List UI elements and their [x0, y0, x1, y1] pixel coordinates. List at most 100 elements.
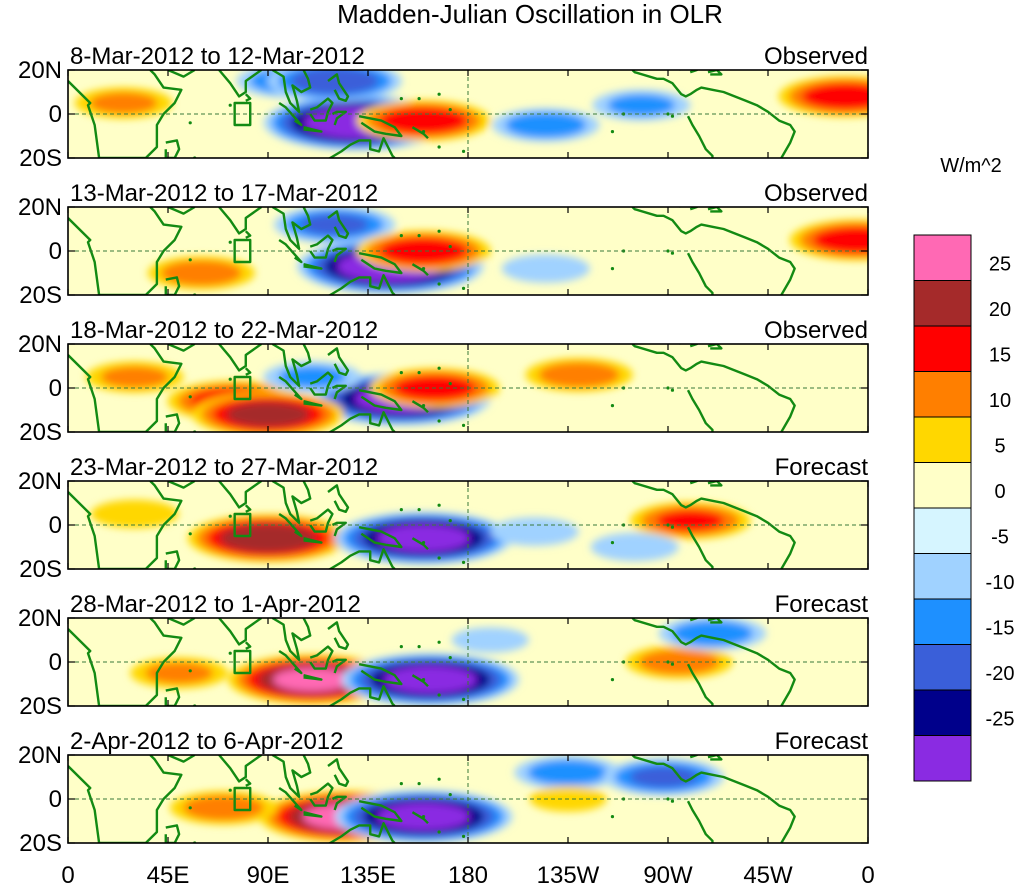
panel-ticks: [67, 617, 869, 707]
coastline: [244, 367, 252, 376]
coastline: [320, 548, 396, 569]
anomaly-region: [274, 207, 396, 244]
lat-tick-label: 20N: [18, 57, 62, 84]
contour-band: [145, 662, 213, 684]
coastline: [686, 389, 714, 432]
coastline: [218, 481, 263, 509]
coastline: [271, 207, 312, 251]
lat-tick-label: 20N: [18, 468, 62, 495]
island: [437, 693, 441, 697]
island: [188, 258, 192, 262]
island: [448, 519, 452, 523]
coastline: [278, 786, 303, 812]
contour-band: [505, 112, 587, 138]
island: [399, 234, 403, 238]
lon-tick-label: 45W: [743, 862, 793, 887]
coastline: [327, 347, 350, 376]
island: [610, 541, 615, 545]
island: [461, 560, 466, 565]
coastline: [631, 207, 796, 295]
anomaly-region: [490, 517, 579, 546]
colorbar-swatch: [913, 325, 972, 372]
lat-tick-label: 20N: [18, 605, 62, 632]
island: [188, 806, 192, 810]
coastlines: [68, 618, 796, 706]
island: [666, 660, 670, 664]
coastline: [327, 484, 350, 513]
coastline: [244, 778, 252, 787]
colorbar-swatch: [913, 507, 972, 554]
colorbar-units: W/m^2: [940, 155, 1002, 177]
lat-tick-label: 0: [49, 786, 62, 813]
island: [437, 640, 441, 644]
anomaly-region: [603, 758, 725, 796]
coastline: [331, 247, 347, 263]
coastline: [167, 207, 196, 215]
contour-band: [89, 92, 158, 114]
coastline: [68, 755, 183, 843]
anomaly-region: [187, 514, 349, 563]
island: [666, 249, 670, 253]
coastline: [411, 126, 429, 140]
coastline: [271, 481, 312, 524]
island: [666, 386, 670, 390]
coastline: [303, 674, 323, 681]
lat-tick-label: 0: [49, 649, 62, 676]
panel-kind: Observed: [764, 43, 868, 70]
contour-band: [607, 94, 676, 116]
island: [421, 541, 426, 545]
contour-band: [801, 82, 868, 110]
coastline: [68, 207, 183, 295]
coastline: [68, 481, 183, 569]
lon-tick-label: 0: [861, 862, 874, 887]
island: [417, 371, 421, 375]
island: [421, 267, 426, 271]
lon-tick-label: 0: [61, 862, 74, 887]
island: [435, 570, 438, 573]
colorbar-swatch: [913, 234, 972, 281]
coastline: [679, 70, 699, 74]
coastline: [686, 526, 714, 569]
anomaly-region: [341, 653, 520, 706]
lon-tick-label: 135E: [340, 862, 396, 887]
coastline: [271, 755, 312, 798]
coastline: [309, 371, 334, 396]
colorbar-label: -25: [986, 709, 1015, 731]
island: [461, 697, 466, 702]
island: [228, 788, 232, 792]
coastline: [686, 252, 714, 295]
contour-band: [590, 532, 679, 562]
coastline: [679, 755, 699, 759]
colorbar-label: 0: [994, 481, 1005, 503]
contour-band: [629, 766, 698, 788]
coastline: [278, 512, 303, 538]
coastline: [164, 550, 181, 569]
island: [435, 844, 438, 847]
island: [435, 159, 438, 162]
island: [437, 92, 441, 96]
island: [670, 525, 675, 529]
coastline: [167, 618, 196, 626]
panel-period: 23-Mar-2012 to 27-Mar-2012: [70, 454, 378, 481]
coastline: [278, 238, 303, 264]
island: [670, 251, 675, 255]
island: [610, 130, 615, 134]
island: [435, 296, 438, 299]
lat-tick-label: 20S: [19, 145, 62, 172]
colorbar-swatch: [913, 280, 972, 327]
colorbar-label: -10: [986, 572, 1015, 594]
colorbar-label: 20: [989, 299, 1011, 321]
panel: 28-Mar-2012 to 1-Apr-2012 Forecast 20N 0 20S: [18, 591, 869, 720]
colorbar-label: 10: [989, 390, 1011, 412]
coastline: [707, 207, 723, 213]
coastline: [327, 73, 350, 103]
coastline: [271, 618, 312, 661]
lon-tick-label: 180: [448, 862, 488, 887]
island: [228, 651, 232, 655]
coastline: [707, 481, 723, 487]
coastline: [164, 276, 181, 295]
island: [435, 433, 438, 436]
panel-kind: Observed: [764, 317, 868, 344]
contour-band: [527, 759, 609, 786]
